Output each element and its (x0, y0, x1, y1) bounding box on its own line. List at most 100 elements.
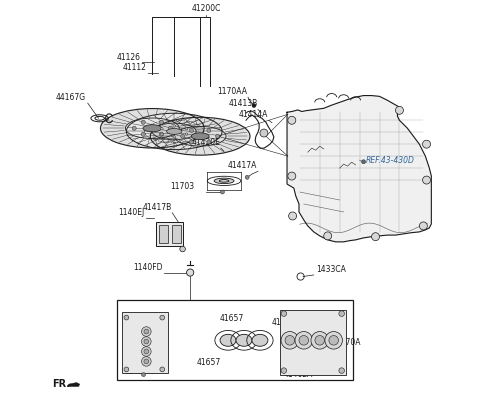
Text: 1140FD: 1140FD (133, 263, 162, 272)
Text: REF.43-430D: REF.43-430D (366, 156, 414, 166)
Text: 41480: 41480 (272, 318, 296, 327)
Circle shape (159, 132, 164, 136)
Text: 41126: 41126 (116, 53, 140, 62)
Circle shape (168, 126, 172, 130)
Text: 1140EJ: 1140EJ (118, 208, 144, 217)
Ellipse shape (214, 178, 234, 184)
Circle shape (281, 368, 287, 373)
Ellipse shape (173, 125, 176, 127)
Circle shape (299, 336, 309, 345)
Circle shape (180, 134, 185, 138)
Circle shape (252, 104, 256, 108)
Bar (156, 222, 183, 246)
Circle shape (132, 126, 136, 130)
Circle shape (141, 132, 145, 136)
Circle shape (190, 140, 193, 144)
Ellipse shape (161, 128, 163, 130)
Text: 11703: 11703 (170, 182, 194, 191)
Ellipse shape (173, 136, 176, 138)
Circle shape (288, 116, 296, 124)
Circle shape (160, 315, 165, 320)
Circle shape (260, 129, 268, 137)
Text: 41420E: 41420E (191, 138, 220, 147)
Bar (172, 225, 181, 243)
Circle shape (315, 336, 324, 345)
Circle shape (216, 134, 219, 138)
Circle shape (124, 367, 129, 372)
Circle shape (325, 332, 342, 349)
Circle shape (281, 332, 299, 349)
Bar (280, 310, 346, 375)
Circle shape (311, 332, 328, 349)
Text: 44167G: 44167G (56, 93, 86, 102)
Bar (117, 300, 353, 380)
Circle shape (160, 367, 165, 372)
Polygon shape (152, 123, 196, 140)
Polygon shape (126, 113, 222, 150)
Text: 41470A: 41470A (332, 338, 361, 348)
Polygon shape (68, 382, 80, 386)
Text: 41417B: 41417B (142, 203, 171, 212)
Text: 1170AA: 1170AA (217, 87, 248, 96)
Bar (159, 225, 168, 243)
Circle shape (144, 339, 149, 344)
Polygon shape (287, 96, 432, 242)
Circle shape (372, 233, 380, 241)
Circle shape (422, 140, 431, 148)
Polygon shape (100, 108, 204, 148)
Circle shape (288, 212, 297, 220)
Circle shape (159, 120, 164, 124)
Circle shape (190, 128, 193, 132)
Circle shape (396, 106, 403, 114)
Text: 41112: 41112 (122, 64, 146, 72)
Circle shape (207, 128, 211, 132)
Circle shape (339, 311, 345, 316)
Circle shape (329, 336, 338, 345)
Circle shape (144, 329, 149, 334)
Circle shape (187, 269, 194, 276)
Circle shape (141, 120, 145, 124)
Circle shape (220, 190, 225, 194)
Text: 1140FH: 1140FH (124, 367, 154, 376)
Bar (122, 312, 168, 373)
Circle shape (144, 349, 149, 354)
Text: 41200C: 41200C (192, 4, 221, 14)
Text: 41657: 41657 (196, 358, 220, 367)
Circle shape (180, 246, 185, 252)
Ellipse shape (236, 334, 252, 346)
Circle shape (324, 232, 332, 240)
Text: 41413B: 41413B (228, 99, 258, 108)
Circle shape (422, 176, 431, 184)
Ellipse shape (252, 334, 268, 346)
Circle shape (142, 372, 145, 376)
Circle shape (361, 160, 366, 164)
Text: 41657: 41657 (220, 314, 244, 323)
Text: 41417A: 41417A (228, 161, 257, 170)
Text: 41414A: 41414A (239, 110, 268, 119)
Ellipse shape (220, 334, 236, 346)
Circle shape (207, 140, 211, 144)
Circle shape (124, 315, 129, 320)
Circle shape (142, 357, 151, 366)
Circle shape (142, 337, 151, 346)
Ellipse shape (143, 125, 162, 132)
Circle shape (281, 311, 287, 316)
Ellipse shape (167, 128, 182, 134)
Circle shape (420, 222, 427, 230)
Text: FR.: FR. (52, 379, 70, 389)
Circle shape (142, 327, 151, 336)
Ellipse shape (161, 133, 163, 135)
Ellipse shape (191, 133, 209, 140)
Circle shape (295, 332, 312, 349)
Ellipse shape (185, 133, 188, 135)
Circle shape (288, 172, 296, 180)
Circle shape (245, 175, 249, 179)
Circle shape (339, 368, 345, 373)
Circle shape (144, 359, 149, 364)
Text: 1433CA: 1433CA (316, 265, 346, 274)
Text: 41462A: 41462A (284, 370, 313, 378)
Polygon shape (150, 117, 250, 155)
Ellipse shape (185, 128, 188, 130)
Circle shape (142, 347, 151, 356)
Circle shape (285, 336, 295, 345)
